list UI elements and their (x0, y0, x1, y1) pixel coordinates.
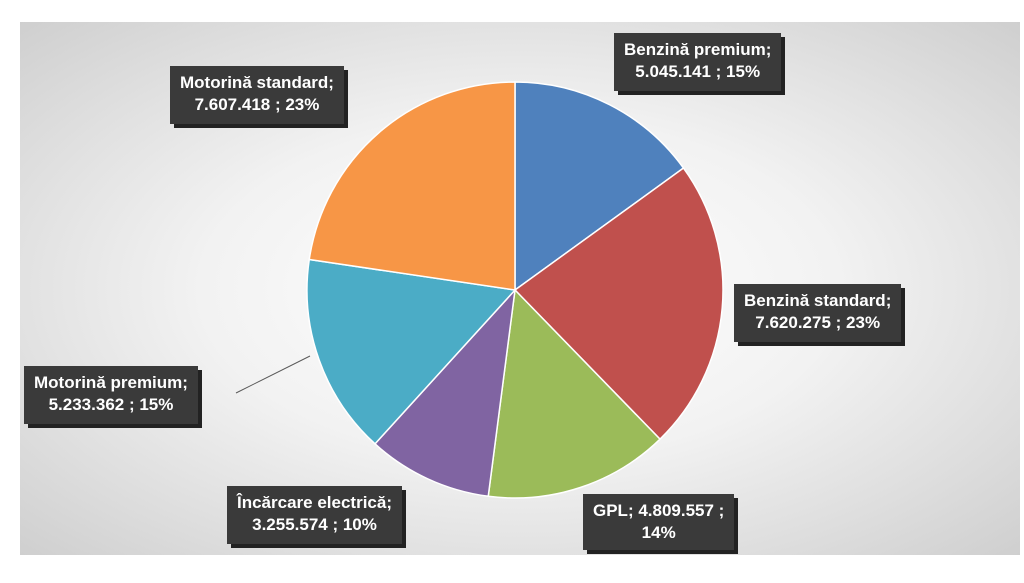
label-benzina-standard: Benzină standard; 7.620.275 ; 23% (734, 284, 902, 342)
label-incarcare-electrica-value: 3.255.574 ; 10% (252, 515, 377, 534)
pie-slice-benzina-standard (513, 166, 724, 441)
label-benzina-standard-name: Benzină standard; (744, 291, 892, 310)
pie-slice-motorina-premium (306, 258, 517, 445)
label-motorina-standard: Motorină standard; 7.607.418 ; 23% (170, 66, 344, 124)
label-motorina-standard-value: 7.607.418 ; 23% (194, 95, 320, 114)
pie-slice-benzina-premium (514, 81, 685, 292)
label-incarcare-electrica: Încărcare electrică; 3.255.574 ; 10% (227, 486, 402, 544)
label-motorina-premium-name: Motorină premium; (34, 373, 188, 392)
label-incarcare-electrica-name: Încărcare electrică; (237, 493, 392, 512)
pie-slice-incarcare-electrica (373, 287, 517, 498)
label-gpl-value: 14% (641, 523, 676, 542)
label-benzina-premium-name: Benzină premium; (624, 40, 772, 59)
label-motorina-premium: Motorină premium; 5.233.362 ; 15% (24, 366, 198, 424)
pie-slice-gpl (487, 288, 662, 499)
label-gpl-name: GPL; 4.809.557 ; (593, 501, 725, 520)
pie-slice-motorina-standard (308, 81, 516, 291)
leader-line-motorina-premium (235, 355, 311, 394)
label-motorina-premium-value: 5.233.362 ; 15% (48, 395, 174, 414)
label-benzina-premium: Benzină premium; 5.045.141 ; 15% (614, 33, 782, 91)
label-benzina-standard-value: 7.620.275 ; 23% (755, 313, 881, 332)
label-benzina-premium-value: 5.045.141 ; 15% (635, 62, 761, 81)
label-gpl: GPL; 4.809.557 ; 14% (583, 494, 735, 550)
label-motorina-standard-name: Motorină standard; (180, 73, 334, 92)
